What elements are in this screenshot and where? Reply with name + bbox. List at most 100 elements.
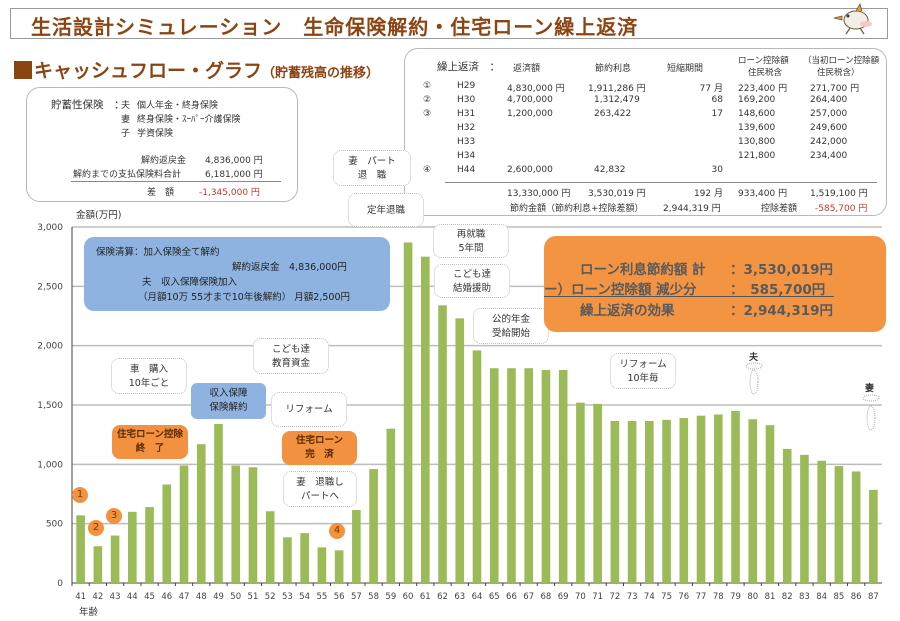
paid-label: 解約までの支払保険料合計 — [73, 170, 182, 180]
marker-4: 4 — [329, 523, 345, 539]
repayment-amount-cell: 4,830,000 円 — [507, 84, 565, 94]
x-tick-label: 63 — [454, 592, 465, 602]
bar-age-47 — [179, 465, 189, 583]
y-axis-title: 金額(万円) — [76, 210, 122, 221]
repayment-year-cell: H29 — [457, 81, 476, 91]
callout-text: 教育資金 — [271, 358, 310, 369]
header-deduction-sub: 住民税含 — [748, 68, 783, 78]
x-tick-label: 66 — [506, 592, 517, 602]
bar-age-53 — [283, 537, 292, 583]
repayment-deduction-cell: 139,600 — [738, 123, 776, 133]
wife-retire-callout: 妻 パート 退 職 — [333, 150, 411, 186]
x-tick-label: 62 — [437, 592, 448, 602]
savings-amount-value: 2,944,319 円 — [663, 204, 721, 214]
callout-text: 解約返戻金 4,836,000円 — [232, 262, 347, 273]
callout-text: （月額10万 55才まで10年後解約） 月額2,500円 — [138, 292, 351, 303]
x-tick-label: 79 — [730, 592, 741, 602]
callout-text: 受給開始 — [491, 328, 530, 339]
repayment-deduction-cell: 223,400 円 — [738, 84, 788, 94]
bar-age-50 — [231, 465, 241, 583]
income-insurance-cancel-callout: 収入保障 保険解約 — [191, 383, 266, 419]
x-tick-label: 49 — [213, 592, 224, 602]
x-tick-label: 67 — [523, 592, 534, 602]
bar-age-78 — [713, 414, 723, 583]
y-tick-label: 3,000 — [37, 223, 63, 233]
x-tick-label: 70 — [575, 592, 586, 602]
header-interest: 節約利息 — [595, 64, 632, 74]
section-subtitle: （貯蓄残高の推移） — [262, 66, 380, 81]
repayment-period-cell: 30 — [711, 165, 723, 175]
total-initial: 1,519,100 円 — [810, 189, 868, 199]
savings-insurance-panel: 貯蓄性保険 ： 夫 個人年金・終身保険 妻 終身保険・ｽｰﾊﾟｰ介護保険 子 学… — [26, 87, 298, 202]
bar-age-81 — [765, 425, 775, 583]
x-tick-label: 46 — [161, 592, 172, 602]
repayment-amount-cell: 1,200,000 — [507, 109, 553, 119]
callout-text: 10年毎 — [627, 373, 659, 384]
callout-text: 収入保障 — [209, 388, 248, 399]
bar-age-49 — [214, 423, 223, 583]
x-tick-label: 87 — [868, 592, 879, 602]
bar-age-86 — [851, 471, 861, 583]
repayment-initial-cell: 264,400 — [810, 95, 848, 105]
bar-age-41 — [76, 515, 85, 583]
x-tick-label: 45 — [144, 592, 155, 602]
x-tick-label: 43 — [110, 592, 121, 602]
callout-text: 終 了 — [135, 443, 165, 454]
x-tick-label: 74 — [644, 592, 655, 602]
insurance-desc: 学資保険 — [137, 129, 174, 139]
bar-age-43 — [110, 535, 120, 583]
x-tick-label: 41 — [75, 592, 86, 602]
callout-text: 5年間 — [458, 243, 484, 254]
x-tick-label: 48 — [196, 592, 207, 602]
repayment-initial-cell: 257,000 — [810, 109, 848, 119]
repayment-label: 繰上返済 ： — [437, 61, 500, 73]
repayment-amount-cell: 2,600,000 — [507, 165, 553, 175]
reemployment-callout: 再就職 5年間 — [433, 224, 509, 258]
callout-text: 住宅ローン控除 — [116, 429, 184, 440]
bar-age-61 — [420, 256, 430, 583]
marker-1: 1 — [72, 487, 88, 503]
repayment-year-cell: H44 — [457, 165, 476, 175]
page-title: 生活設計シミュレーション 生命保険解約・住宅ローン繰上返済 — [31, 15, 639, 39]
header-deduction: ローン控除額 — [738, 56, 789, 66]
bar-age-65 — [489, 368, 499, 583]
repayment-interest-cell: 42,832 — [594, 165, 626, 175]
refund-value: 4,836,000 円 — [205, 156, 263, 166]
bar-age-69 — [558, 369, 568, 583]
divider — [71, 181, 281, 182]
x-tick-label: 42 — [92, 592, 103, 602]
bar-age-58 — [369, 469, 378, 583]
x-tick-label: 59 — [385, 592, 396, 602]
callout-text: 保険解約 — [209, 402, 248, 413]
x-tick-label: 58 — [368, 592, 379, 602]
bar-age-75 — [662, 419, 671, 583]
bar-age-85 — [834, 466, 844, 583]
x-tick-label: 57 — [351, 592, 362, 602]
bar-age-73 — [627, 421, 637, 583]
repayment-deduction-cell: 169,200 — [738, 95, 776, 105]
bar-age-60 — [403, 242, 413, 583]
x-tick-label: 72 — [609, 592, 620, 602]
repayment-year-cell: H31 — [457, 109, 476, 119]
section-title: キャッシュフロー・グラフ（貯蓄残高の推移） — [14, 56, 379, 83]
x-tick-label: 69 — [558, 592, 569, 602]
repayment-year-cell: H30 — [457, 95, 476, 105]
y-tick-label: 2,500 — [37, 282, 63, 292]
x-tick-label: 86 — [851, 592, 862, 602]
summary-deduction-value: ： 585,700円 — [730, 282, 826, 298]
loan-deduction-end-callout: 住宅ローン控除 終 了 — [112, 425, 188, 459]
bird-mascot-icon — [833, 2, 872, 35]
x-tick-label: 81 — [765, 592, 776, 602]
x-tick-label: 52 — [265, 592, 276, 602]
bar-age-71 — [593, 403, 602, 583]
bar-age-52 — [265, 511, 275, 583]
bar-age-72 — [610, 421, 620, 583]
x-tick-label: 50 — [230, 592, 241, 602]
repayment-summary-box: ローン利息節約額 計 ：3,530,019円 ー）ローン控除額 減少分 ： 58… — [544, 236, 886, 332]
callout-text: リフォーム — [619, 359, 667, 370]
x-tick-label: 68 — [541, 592, 552, 602]
repayment-initial-cell: 234,400 — [810, 151, 848, 161]
x-tick-label: 82 — [782, 592, 793, 602]
callout-text: 定年退職 — [366, 205, 405, 216]
